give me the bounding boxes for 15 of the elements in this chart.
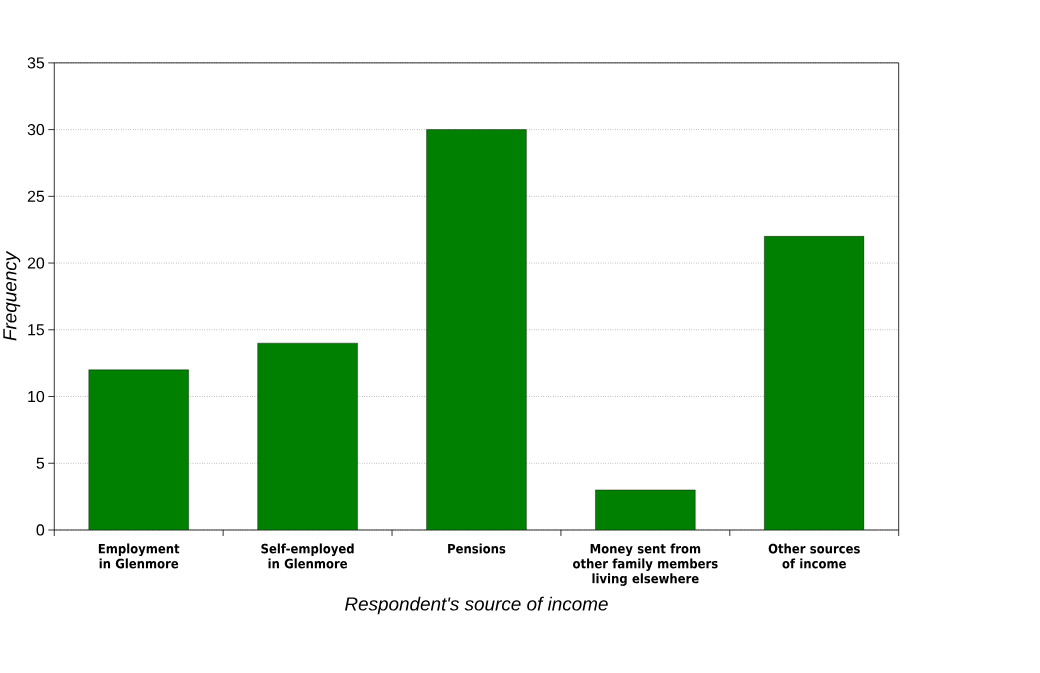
y-tick-label: 5 — [36, 457, 45, 469]
y-tick-label: 30 — [27, 124, 45, 136]
y-tick-label: 20 — [27, 257, 45, 269]
x-tick-label: Employment in Glenmore — [98, 543, 180, 569]
x-tick-label: Money sent from other family members living elsewhere — [573, 543, 718, 587]
y-axis-title: Frequency — [3, 251, 21, 341]
x-tick-label: Other sources of income — [768, 543, 860, 569]
x-tick-label: Pensions — [448, 543, 506, 554]
y-tick-label: 15 — [28, 324, 45, 336]
y-tick-label: 10 — [28, 391, 45, 403]
y-tick-label: 0 — [36, 524, 45, 536]
x-axis-title: Respondent's source of income — [345, 596, 608, 615]
y-tick-label: 35 — [27, 57, 45, 69]
x-tick-label: Self-employed in Glenmore — [261, 543, 354, 569]
y-tick-label: 25 — [27, 190, 45, 203]
